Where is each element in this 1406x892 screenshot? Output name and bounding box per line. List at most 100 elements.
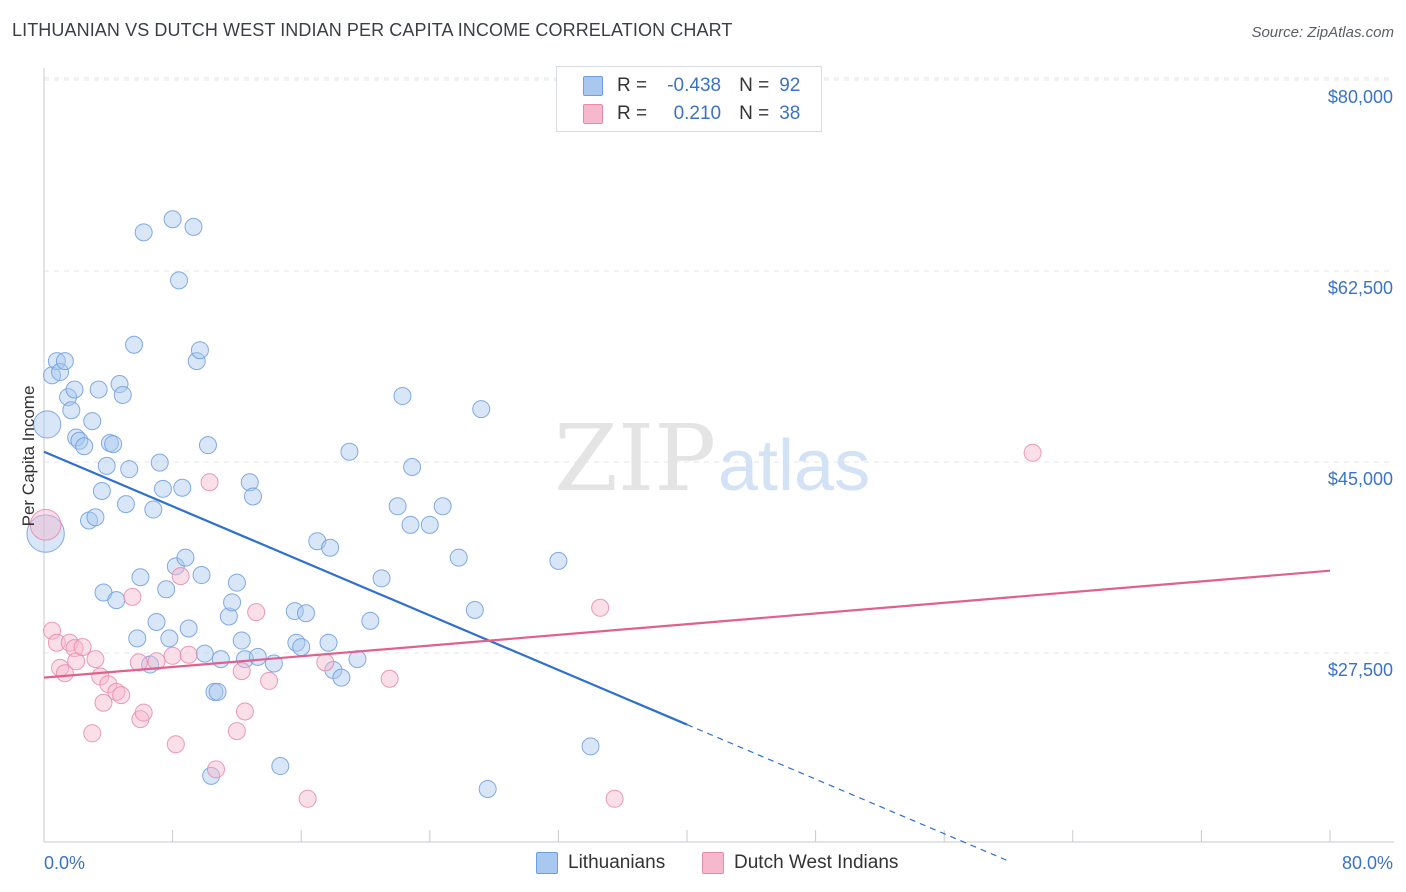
data-point	[298, 789, 317, 808]
chart-title: LITHUANIAN VS DUTCH WEST INDIAN PER CAPI…	[12, 20, 733, 40]
data-point	[170, 271, 189, 290]
data-point	[271, 757, 290, 776]
data-point	[179, 619, 198, 638]
data-point	[472, 400, 491, 419]
data-point	[388, 497, 407, 516]
data-point	[591, 598, 610, 617]
data-point	[110, 375, 129, 394]
data-point	[1023, 443, 1042, 462]
data-point	[232, 662, 251, 681]
data-point	[285, 602, 304, 621]
data-point	[65, 380, 84, 399]
data-point	[166, 735, 185, 754]
data-point	[605, 789, 624, 808]
data-point	[393, 387, 412, 406]
data-point	[86, 650, 105, 669]
data-point	[187, 352, 206, 371]
legend-row-lithuanians: R = -0.438 N = 92	[557, 73, 800, 99]
data-point	[123, 587, 142, 606]
data-point	[75, 437, 94, 456]
legend-n-value: 92	[779, 75, 801, 96]
data-point	[292, 638, 311, 657]
data-point	[153, 479, 172, 498]
legend-r-value: 0.210	[673, 103, 722, 124]
data-point	[223, 593, 242, 612]
data-point	[86, 508, 105, 527]
trend-lines	[43, 450, 1331, 862]
data-point	[116, 495, 135, 514]
data-point	[549, 551, 568, 570]
data-point	[211, 650, 230, 669]
data-point	[332, 668, 351, 687]
data-point	[70, 431, 89, 450]
x-tick-labels: 0.0% 80.0%	[44, 853, 1393, 873]
data-point	[97, 456, 116, 475]
data-point	[160, 629, 179, 648]
data-point	[581, 737, 600, 756]
data-point	[401, 515, 420, 534]
lithuanians-points	[26, 210, 600, 798]
y-tick-label: $27,500	[1328, 660, 1393, 680]
legend-swatch-dutch-west-indians	[583, 104, 603, 124]
data-point	[465, 600, 484, 619]
legend-r-label: R =	[617, 103, 648, 124]
data-point	[176, 548, 195, 567]
series-label-lithuanians: Lithuanians	[568, 852, 666, 873]
data-point	[340, 442, 359, 461]
data-point	[134, 223, 153, 242]
legend-n-label: N =	[739, 103, 770, 124]
data-point	[147, 652, 166, 671]
data-point	[129, 653, 148, 672]
data-point	[43, 621, 62, 640]
data-point	[247, 603, 266, 622]
legend-r-value: -0.438	[667, 75, 722, 96]
dutch-west-indians-points	[29, 443, 1042, 808]
data-point	[248, 647, 267, 666]
data-point	[83, 412, 102, 431]
data-point	[372, 569, 391, 588]
data-point	[297, 604, 316, 623]
data-point	[227, 573, 246, 592]
data-point	[104, 435, 123, 454]
data-point	[150, 453, 169, 472]
y-tick-label: $80,000	[1328, 87, 1393, 107]
data-point	[184, 217, 203, 236]
data-point	[200, 473, 219, 492]
x-tick-label-min: 0.0%	[44, 853, 85, 873]
series-legend-lithuanians: Lithuanians	[536, 850, 665, 876]
y-tick-label: $62,500	[1328, 278, 1393, 298]
data-point	[179, 645, 198, 664]
legend-swatch-lithuanians	[583, 76, 603, 96]
data-point	[219, 607, 238, 626]
data-point	[83, 724, 102, 743]
data-point	[120, 460, 139, 479]
y-tick-labels: $80,000 $62,500 $45,000 $27,500	[1328, 87, 1393, 680]
axes	[43, 68, 1394, 843]
legend-n-value: 38	[779, 103, 801, 124]
x-tick-label-max: 80.0%	[1342, 853, 1393, 873]
data-point	[55, 664, 74, 683]
data-point	[29, 509, 62, 541]
data-point	[208, 682, 227, 701]
data-point	[163, 646, 182, 665]
legend-row-dutch-west-indians: R = 0.210 N = 38	[557, 101, 800, 127]
data-point	[192, 566, 211, 585]
data-point	[316, 653, 335, 672]
data-point	[107, 591, 126, 610]
series-swatch-dutch-west-indians	[702, 852, 724, 874]
legend-r-label: R =	[617, 75, 648, 96]
series-legend-dutch-west-indians: Dutch West Indians	[702, 850, 898, 876]
correlation-legend: R = -0.438 N = 92 R = 0.210 N = 38	[556, 66, 822, 132]
data-point	[403, 457, 422, 476]
watermark: ZIP atlas	[554, 405, 870, 512]
data-point	[94, 693, 113, 712]
data-point	[195, 644, 214, 663]
source-label: Source: ZipAtlas.com	[1251, 24, 1394, 41]
data-point	[478, 779, 497, 798]
data-point	[144, 500, 163, 519]
legend-n-label: N =	[739, 75, 770, 96]
data-point	[235, 702, 254, 721]
data-point	[433, 497, 452, 516]
data-point	[190, 341, 209, 360]
